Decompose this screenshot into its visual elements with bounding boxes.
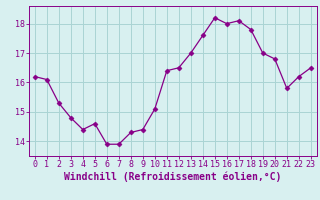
X-axis label: Windchill (Refroidissement éolien,°C): Windchill (Refroidissement éolien,°C) (64, 172, 282, 182)
